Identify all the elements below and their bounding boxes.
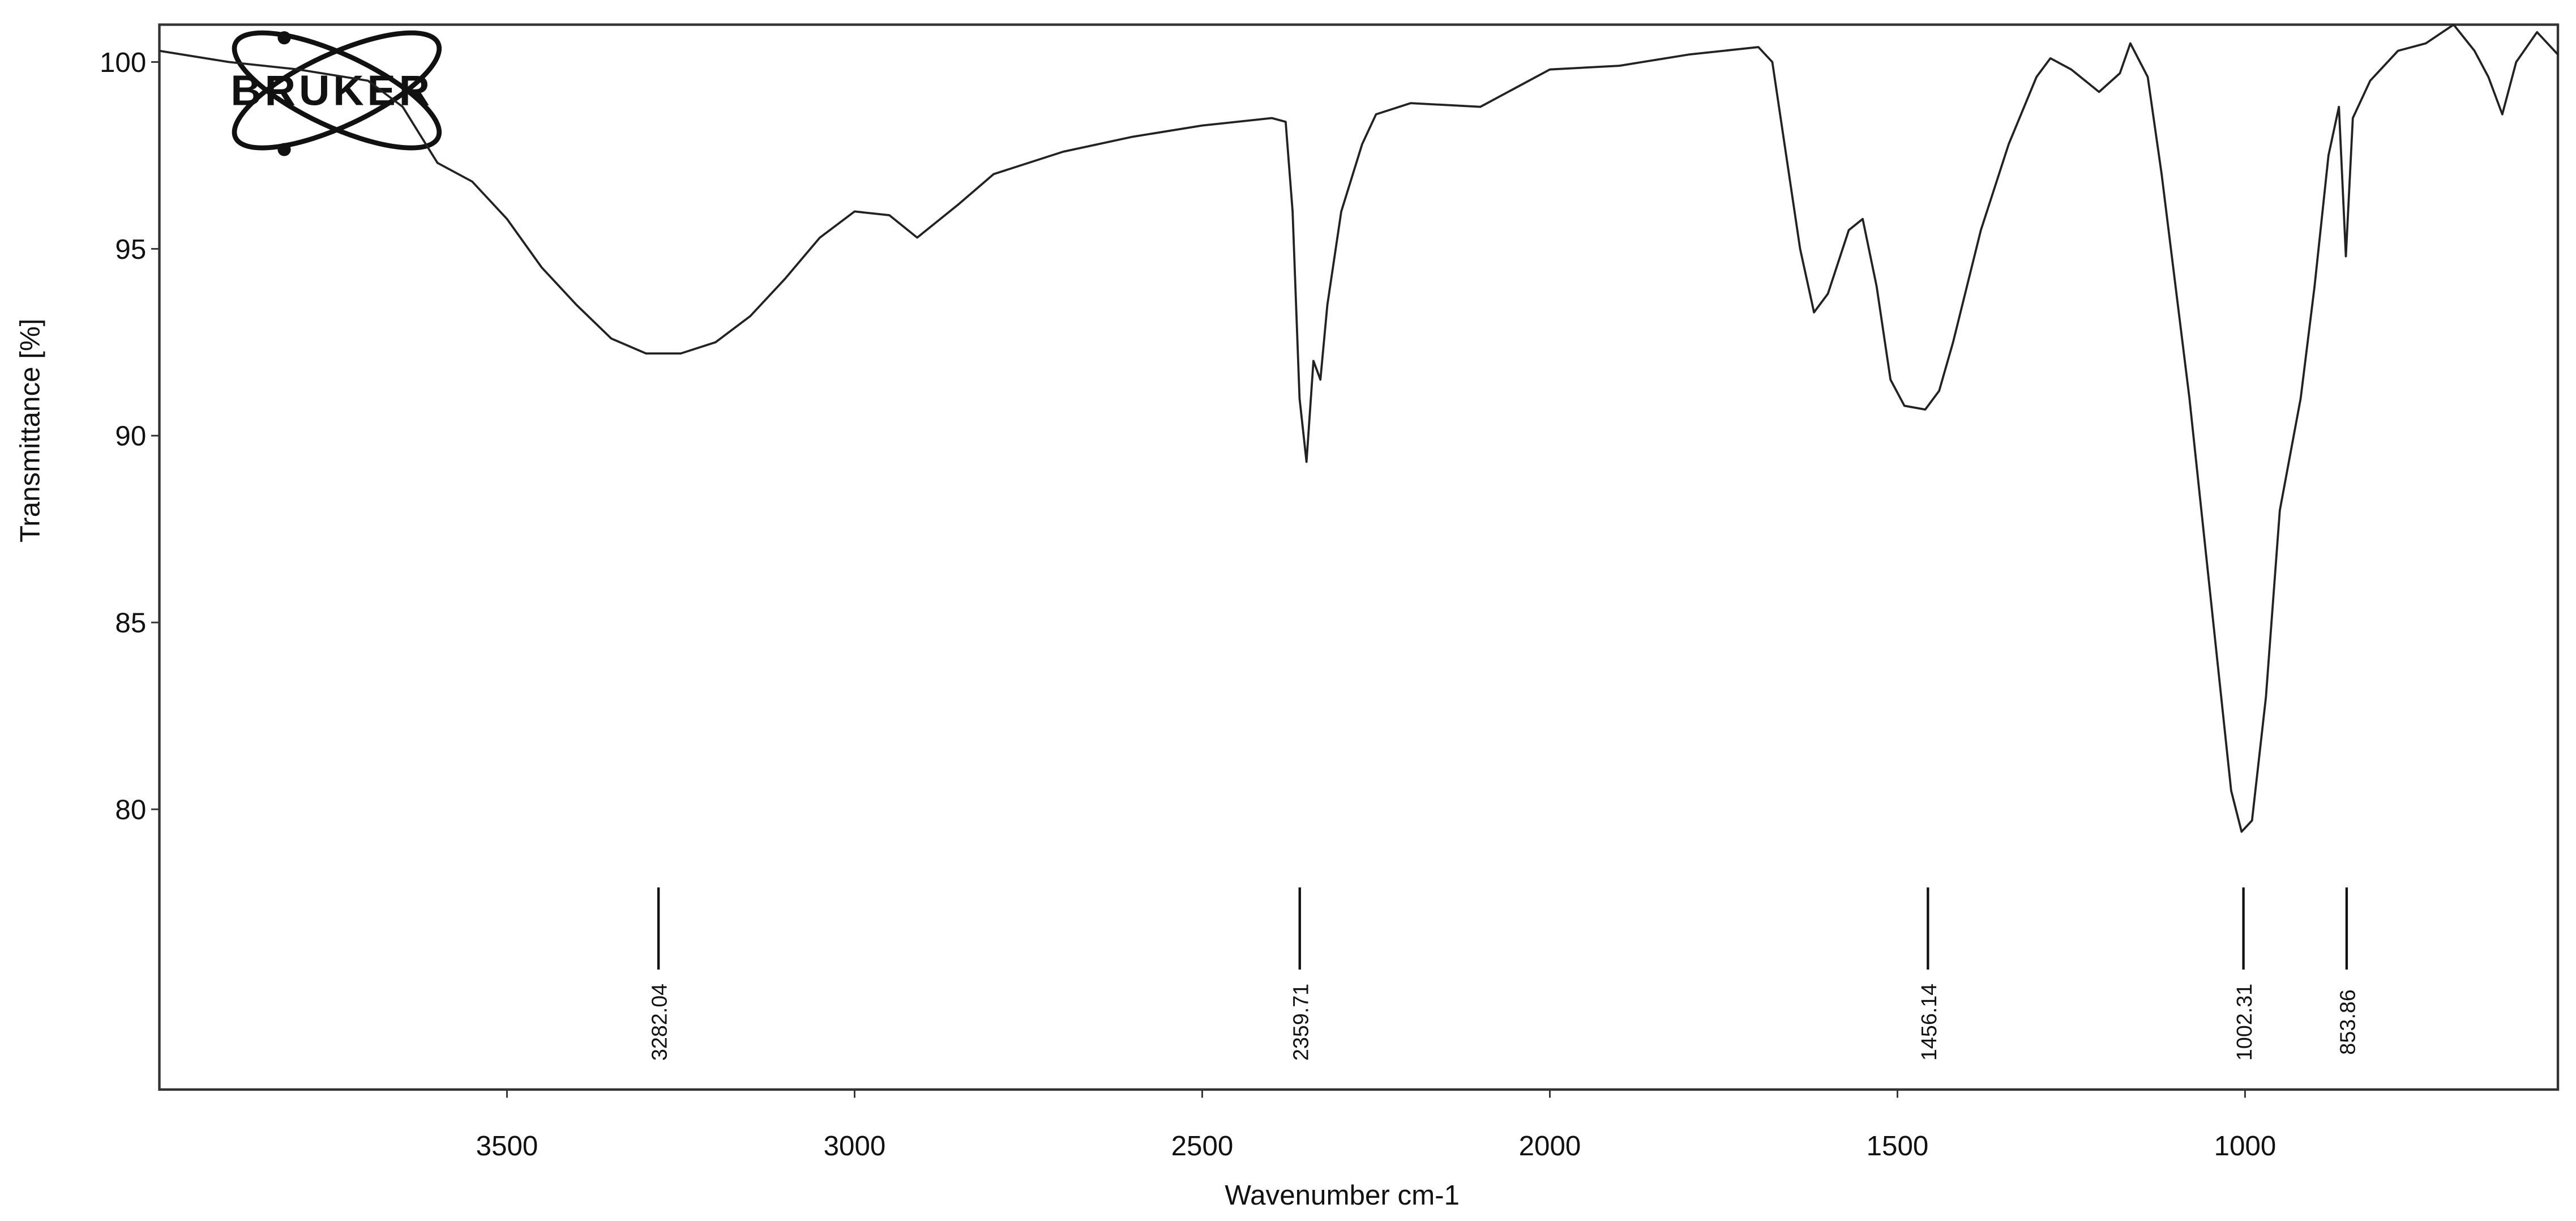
y-tick-label: 90 — [115, 421, 146, 452]
x-tick-label: 2000 — [1519, 1130, 1581, 1162]
x-tick-label: 1500 — [1867, 1130, 1929, 1162]
peak-label: 2359.71 — [1289, 984, 1312, 1061]
logo-orbit — [232, 30, 442, 151]
logo-dot — [277, 31, 291, 45]
logo-dot — [277, 143, 291, 156]
peak-label: 3282.04 — [648, 984, 671, 1061]
y-tick-label: 95 — [115, 234, 146, 265]
y-tick-label: 100 — [100, 47, 146, 78]
x-axis-title: Wavenumber cm-1 — [1225, 1180, 1460, 1211]
logo: BRUKER — [230, 30, 442, 156]
y-axis-title: Transmittance [%] — [15, 318, 46, 543]
plot-frame — [158, 23, 2560, 1091]
peak-label: 1002.31 — [2232, 984, 2256, 1061]
spectrum-line — [159, 23, 2559, 833]
x-tick-label: 2500 — [1171, 1130, 1234, 1162]
peak-label: 853.86 — [2335, 989, 2359, 1054]
x-tick-label: 3500 — [476, 1130, 538, 1162]
x-tick-label: 1000 — [2214, 1130, 2277, 1162]
y-tick-label: 85 — [115, 608, 146, 639]
logo-orbit — [232, 30, 442, 151]
x-tick-label: 3000 — [824, 1130, 886, 1162]
peak-label: 1456.14 — [1917, 984, 1941, 1061]
y-tick-label: 80 — [115, 794, 146, 825]
